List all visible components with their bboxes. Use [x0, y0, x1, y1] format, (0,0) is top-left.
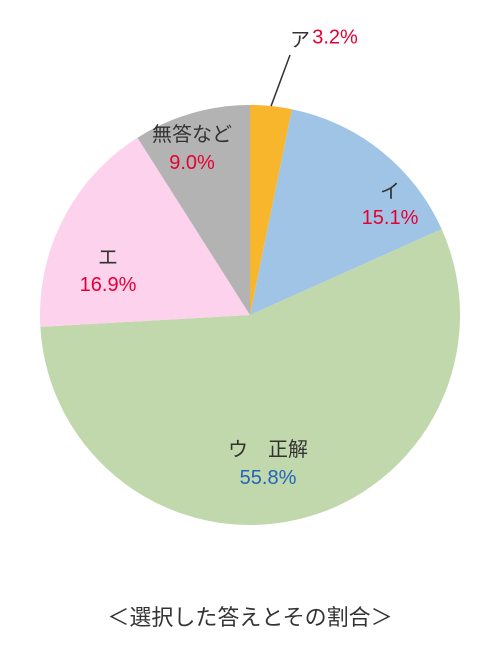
- slice-label-name-na: 無答など: [152, 122, 232, 148]
- chart-caption: ＜選択した答えとその割合＞: [0, 600, 500, 632]
- slice-label-value-a: 3.2%: [312, 27, 358, 50]
- slice-label-name-e: エ: [98, 245, 118, 271]
- slice-label-name-u: ウ 正解: [228, 437, 308, 463]
- slice-label-name-i: イ: [380, 179, 400, 205]
- slice-label-value-i: 15.1%: [362, 205, 419, 231]
- pie-chart-svg: [0, 0, 500, 660]
- slice-label-value-e: 16.9%: [80, 272, 137, 298]
- pie-chart-container: ア3.2% イ15.1% ウ 正解55.8% エ16.9% 無答など9.0% ＜選択した…: [0, 0, 500, 660]
- leader-line-a: [271, 55, 290, 106]
- slice-label-value-na: 9.0%: [169, 150, 215, 176]
- slice-label-value-u: 55.8%: [240, 465, 297, 491]
- slice-label-name-a: ア: [290, 24, 310, 53]
